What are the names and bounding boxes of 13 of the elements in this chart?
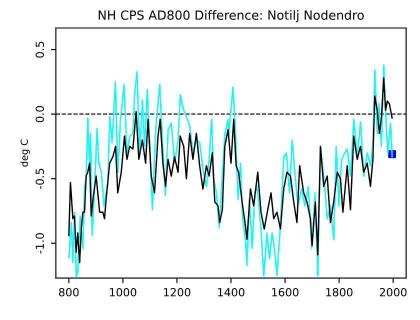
y-tick-label: 0.0: [36, 106, 44, 122]
x-tick-label: 1600: [272, 288, 298, 296]
y-tick-label: -0.5: [36, 168, 44, 189]
x-tick-label: 1400: [218, 288, 244, 296]
x-tick-label: 800: [58, 288, 79, 296]
chart-title: NH CPS AD800 Difference: Notilj Nodendro: [98, 10, 364, 22]
y-axis-title: deg C: [20, 139, 30, 167]
y-tick-label: 0.5: [36, 42, 44, 58]
x-tick-label: 1800: [326, 288, 353, 296]
x-tick-label: 1200: [164, 288, 190, 296]
x-tick-label: 1000: [110, 288, 136, 296]
x-tick-label: 2000: [380, 288, 407, 296]
y-tick-label: -1.0: [36, 233, 44, 254]
